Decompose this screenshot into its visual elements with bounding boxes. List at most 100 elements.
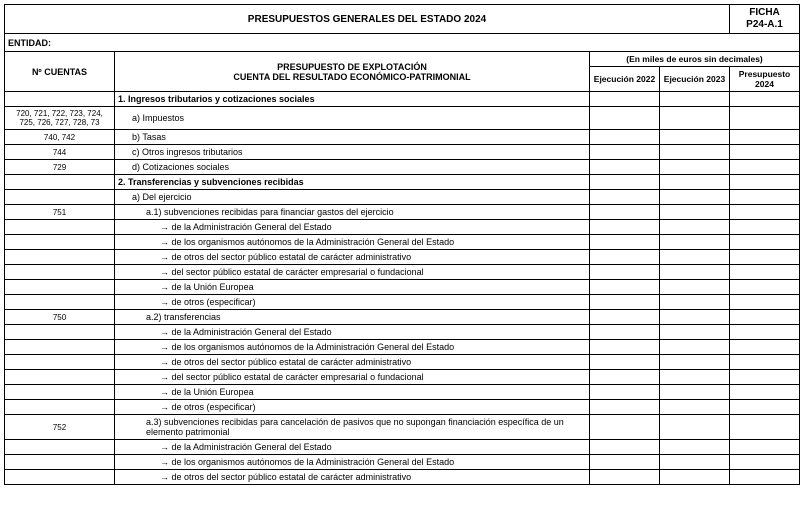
description-cell: 1. Ingresos tributarios y cotizaciones s…	[115, 92, 590, 107]
table-row: 729d) Cotizaciones sociales	[5, 160, 800, 175]
value-cell	[730, 340, 800, 355]
description-cell: a.3) subvenciones recibidas para cancela…	[115, 415, 590, 440]
ficha-line2: P24-A.1	[746, 19, 783, 30]
table-row: 720, 721, 722, 723, 724, 725, 726, 727, …	[5, 107, 800, 130]
value-cell	[730, 310, 800, 325]
table-row: de otros del sector público estatal de c…	[5, 470, 800, 485]
table-row: de la Administración General del Estado	[5, 325, 800, 340]
ficha-line1: FICHA	[749, 7, 780, 18]
value-cell	[660, 205, 730, 220]
value-cell	[730, 440, 800, 455]
table-row: 740, 742b) Tasas	[5, 130, 800, 145]
cuentas-cell	[5, 175, 115, 190]
description-cell: de los organismos autónomos de la Admini…	[115, 340, 590, 355]
cuentas-cell: 729	[5, 160, 115, 175]
col-ejec-2023: Ejecución 2023	[660, 67, 730, 92]
description-cell: d) Cotizaciones sociales	[115, 160, 590, 175]
value-cell	[590, 370, 660, 385]
cuentas-cell: 752	[5, 415, 115, 440]
value-cell	[590, 107, 660, 130]
value-cell	[730, 220, 800, 235]
value-cell	[660, 385, 730, 400]
cuentas-cell	[5, 340, 115, 355]
value-cell	[730, 205, 800, 220]
ficha-box: FICHA P24-A.1	[730, 5, 800, 34]
value-cell	[590, 250, 660, 265]
value-cell	[590, 92, 660, 107]
value-cell	[590, 400, 660, 415]
cuentas-cell	[5, 325, 115, 340]
value-cell	[660, 325, 730, 340]
page-title: PRESUPUESTOS GENERALES DEL ESTADO 2024	[5, 5, 730, 34]
value-cell	[590, 235, 660, 250]
table-row: de otros (especificar)	[5, 400, 800, 415]
cuentas-cell: 744	[5, 145, 115, 160]
description-cell: de los organismos autónomos de la Admini…	[115, 455, 590, 470]
table-row: de los organismos autónomos de la Admini…	[5, 340, 800, 355]
value-cell	[660, 440, 730, 455]
value-cell	[590, 265, 660, 280]
cuentas-cell	[5, 92, 115, 107]
description-cell: de la Administración General del Estado	[115, 220, 590, 235]
table-row: de la Administración General del Estado	[5, 440, 800, 455]
cuentas-cell	[5, 440, 115, 455]
value-cell	[590, 310, 660, 325]
description-cell: de los organismos autónomos de la Admini…	[115, 235, 590, 250]
table-row: de otros (especificar)	[5, 295, 800, 310]
units-label: (En miles de euros sin decimales)	[590, 52, 800, 67]
value-cell	[590, 130, 660, 145]
value-cell	[590, 175, 660, 190]
value-cell	[660, 160, 730, 175]
cuentas-cell	[5, 470, 115, 485]
value-cell	[660, 145, 730, 160]
description-cell: 2. Transferencias y subvenciones recibid…	[115, 175, 590, 190]
value-cell	[660, 265, 730, 280]
value-cell	[660, 107, 730, 130]
value-cell	[730, 235, 800, 250]
value-cell	[660, 130, 730, 145]
value-cell	[730, 280, 800, 295]
table-row: del sector público estatal de carácter e…	[5, 265, 800, 280]
table-row: de la Unión Europea	[5, 280, 800, 295]
table-row: de la Unión Europea	[5, 385, 800, 400]
description-cell: de otros del sector público estatal de c…	[115, 250, 590, 265]
cuentas-cell: 750	[5, 310, 115, 325]
value-cell	[590, 355, 660, 370]
table-row: de los organismos autónomos de la Admini…	[5, 455, 800, 470]
table-row: 750a.2) transferencias	[5, 310, 800, 325]
description-cell: c) Otros ingresos tributarios	[115, 145, 590, 160]
description-cell: de otros del sector público estatal de c…	[115, 470, 590, 485]
cuentas-cell: 720, 721, 722, 723, 724, 725, 726, 727, …	[5, 107, 115, 130]
value-cell	[590, 325, 660, 340]
value-cell	[660, 190, 730, 205]
table-row: 752a.3) subvenciones recibidas para canc…	[5, 415, 800, 440]
value-cell	[660, 250, 730, 265]
cuentas-cell	[5, 455, 115, 470]
value-cell	[660, 470, 730, 485]
table-row: de otros del sector público estatal de c…	[5, 250, 800, 265]
value-cell	[590, 470, 660, 485]
main-header-line1: PRESUPUESTO DE EXPLOTACIÓN	[277, 62, 427, 72]
value-cell	[590, 205, 660, 220]
description-cell: de la Unión Europea	[115, 280, 590, 295]
cuentas-cell	[5, 295, 115, 310]
table-row: de los organismos autónomos de la Admini…	[5, 235, 800, 250]
value-cell	[590, 220, 660, 235]
value-cell	[590, 415, 660, 440]
value-cell	[730, 250, 800, 265]
entidad-label: ENTIDAD:	[5, 34, 800, 52]
description-cell: de otros (especificar)	[115, 400, 590, 415]
cuentas-cell	[5, 385, 115, 400]
value-cell	[660, 220, 730, 235]
table-row: 1. Ingresos tributarios y cotizaciones s…	[5, 92, 800, 107]
value-cell	[590, 190, 660, 205]
value-cell	[660, 92, 730, 107]
description-cell: de la Administración General del Estado	[115, 325, 590, 340]
value-cell	[590, 340, 660, 355]
value-cell	[730, 92, 800, 107]
value-cell	[730, 160, 800, 175]
value-cell	[730, 145, 800, 160]
cuentas-cell	[5, 265, 115, 280]
description-cell: del sector público estatal de carácter e…	[115, 370, 590, 385]
value-cell	[660, 235, 730, 250]
